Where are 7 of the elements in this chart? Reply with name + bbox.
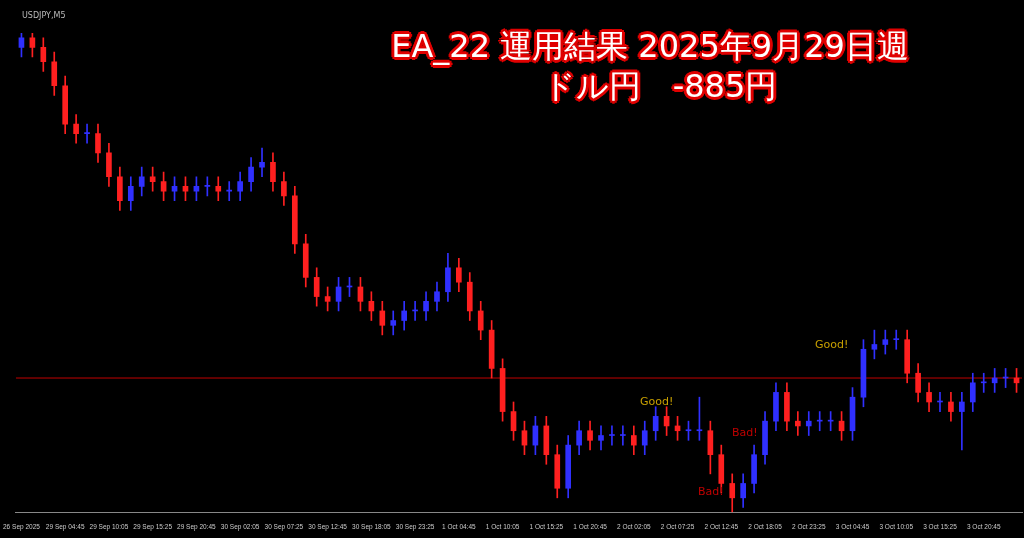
text: USDJPY,M5 [22, 11, 66, 21]
chart-title: EA_22 運用結果 2025年9月29日週 [390, 26, 910, 66]
annotation: Bad! [698, 484, 724, 498]
text: ドル円 -885円 [541, 66, 779, 106]
annotation: Good! [815, 337, 849, 351]
annotation: Bad! [732, 425, 758, 439]
annotation: Good! [640, 394, 674, 408]
